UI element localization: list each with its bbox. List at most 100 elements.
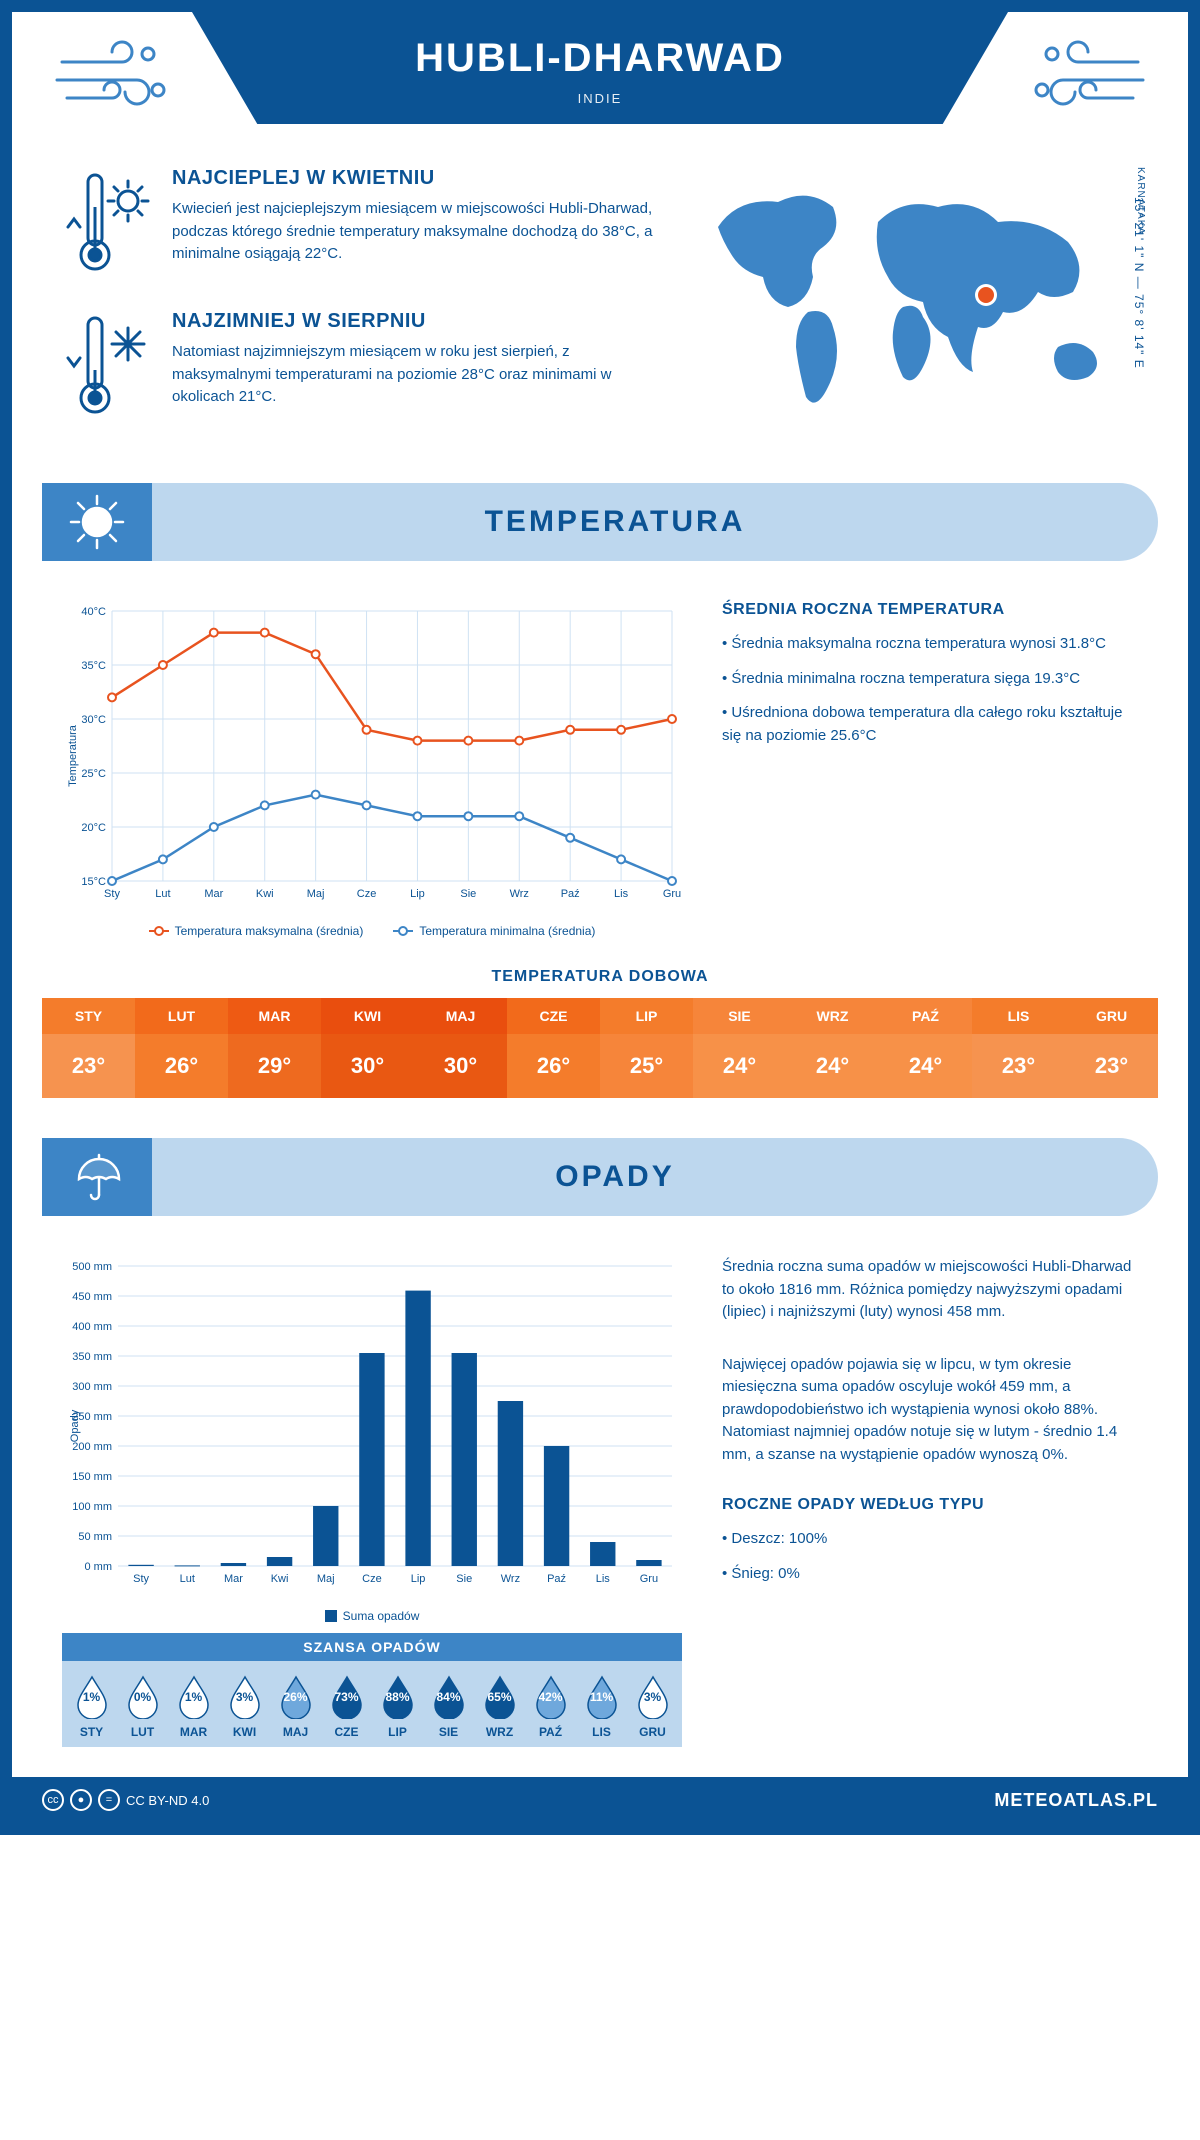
svg-text:500 mm: 500 mm xyxy=(72,1261,112,1273)
svg-text:100 mm: 100 mm xyxy=(72,1501,112,1513)
svg-text:Sty: Sty xyxy=(104,888,120,900)
svg-text:Maj: Maj xyxy=(307,888,325,900)
precip-type-bullet-1: • Deszcz: 100% xyxy=(722,1528,1138,1551)
thermometer-snow-icon xyxy=(62,310,152,425)
chance-col: 42% PAŹ xyxy=(525,1675,576,1739)
svg-text:Opady: Opady xyxy=(69,1409,81,1442)
umbrella-icon xyxy=(42,1138,152,1216)
daily-temp-col: KWI30° xyxy=(321,998,414,1098)
svg-text:Sty: Sty xyxy=(133,1573,149,1585)
precip-chance-title: SZANSA OPADÓW xyxy=(62,1633,682,1661)
precipitation-heading: OPADY xyxy=(152,1160,1158,1194)
chance-col: 65% WRZ xyxy=(474,1675,525,1739)
svg-text:Wrz: Wrz xyxy=(501,1573,520,1585)
wind-icon-left xyxy=(52,22,192,127)
svg-text:450 mm: 450 mm xyxy=(72,1291,112,1303)
wind-icon-right xyxy=(1008,22,1148,127)
header: HUBLI-DHARWAD INDIE xyxy=(12,12,1188,127)
warmest-text: Kwiecień jest najcieplejszym miesiącem w… xyxy=(172,198,668,266)
svg-text:20°C: 20°C xyxy=(81,822,106,834)
svg-text:Lut: Lut xyxy=(180,1573,195,1585)
svg-text:Lut: Lut xyxy=(155,888,170,900)
chance-col: 26% MAJ xyxy=(270,1675,321,1739)
svg-text:150 mm: 150 mm xyxy=(72,1471,112,1483)
avg-temp-bullet-3: • Uśredniona dobowa temperatura dla całe… xyxy=(722,702,1138,747)
country-subtitle: INDIE xyxy=(192,91,1008,106)
daily-temp-col: SIE24° xyxy=(693,998,786,1098)
chance-col: 1% MAR xyxy=(168,1675,219,1739)
title-banner: HUBLI-DHARWAD INDIE xyxy=(192,12,1008,124)
svg-text:35°C: 35°C xyxy=(81,660,106,672)
svg-text:Gru: Gru xyxy=(640,1573,658,1585)
daily-temp-col: STY23° xyxy=(42,998,135,1098)
daily-temp-col: WRZ24° xyxy=(786,998,879,1098)
chance-col: 88% LIP xyxy=(372,1675,423,1739)
nd-icon: = xyxy=(98,1789,120,1811)
license-badges: cc ● = CC BY-ND 4.0 xyxy=(42,1789,209,1811)
daily-temp-col: LIS23° xyxy=(972,998,1065,1098)
legend-precip-label: Suma opadów xyxy=(343,1609,420,1623)
svg-text:Wrz: Wrz xyxy=(510,888,529,900)
map-column: KARNATAKA 15° 21' 1" N — 75° 8' 14" E xyxy=(698,167,1138,453)
legend-max-label: Temperatura maksymalna (średnia) xyxy=(175,924,364,938)
avg-temp-bullet-2: • Średnia minimalna roczna temperatura s… xyxy=(722,668,1138,691)
precip-type-bullet-2: • Śnieg: 0% xyxy=(722,1563,1138,1586)
svg-text:50 mm: 50 mm xyxy=(78,1531,112,1543)
precipitation-bar-chart: 0 mm50 mm100 mm150 mm200 mm250 mm300 mm3… xyxy=(62,1256,682,1596)
chance-col: 0% LUT xyxy=(117,1675,168,1739)
chance-col: 84% SIE xyxy=(423,1675,474,1739)
svg-text:Sie: Sie xyxy=(456,1573,472,1585)
svg-text:Kwi: Kwi xyxy=(256,888,274,900)
chance-col: 73% CZE xyxy=(321,1675,372,1739)
precip-chance-panel: SZANSA OPADÓW 1% STY 0% LUT 1% MAR 3% KW… xyxy=(62,1633,682,1747)
precipitation-info: Średnia roczna suma opadów w miejscowośc… xyxy=(722,1256,1138,1623)
city-title: HUBLI-DHARWAD xyxy=(192,36,1008,81)
daily-temp-col: MAJ30° xyxy=(414,998,507,1098)
svg-text:Sie: Sie xyxy=(460,888,476,900)
precip-paragraph-1: Średnia roczna suma opadów w miejscowośc… xyxy=(722,1256,1138,1324)
daily-temp-col: CZE26° xyxy=(507,998,600,1098)
facts-column: NAJCIEPLEJ W KWIETNIU Kwiecień jest najc… xyxy=(62,167,668,453)
precip-chart-legend: Suma opadów xyxy=(62,1609,682,1623)
coldest-text: Natomiast najzimniejszym miesiącem w rok… xyxy=(172,341,668,409)
svg-text:Kwi: Kwi xyxy=(271,1573,289,1585)
thermometer-sun-icon xyxy=(62,167,152,282)
cc-icon: cc xyxy=(42,1789,64,1811)
svg-text:Gru: Gru xyxy=(663,888,681,900)
temperature-section-header: TEMPERATURA xyxy=(42,483,1158,561)
svg-text:15°C: 15°C xyxy=(81,876,106,888)
chance-col: 3% KWI xyxy=(219,1675,270,1739)
svg-text:Lip: Lip xyxy=(411,1573,426,1585)
svg-text:Maj: Maj xyxy=(317,1573,335,1585)
daily-temp-col: LUT26° xyxy=(135,998,228,1098)
temperature-line-chart: 15°C20°C25°C30°C35°C40°CStyLutMarKwiMajC… xyxy=(62,601,682,911)
daily-temp-col: PAŹ24° xyxy=(879,998,972,1098)
svg-text:Mar: Mar xyxy=(204,888,223,900)
sun-icon xyxy=(42,483,152,561)
chance-col: 11% LIS xyxy=(576,1675,627,1739)
svg-text:Lip: Lip xyxy=(410,888,425,900)
precip-paragraph-2: Najwięcej opadów pojawia się w lipcu, w … xyxy=(722,1354,1138,1467)
svg-text:Temperatura: Temperatura xyxy=(67,724,79,787)
coldest-fact: NAJZIMNIEJ W SIERPNIU Natomiast najzimni… xyxy=(62,310,668,425)
svg-text:Lis: Lis xyxy=(596,1573,611,1585)
precip-type-title: ROCZNE OPADY WEDŁUG TYPU xyxy=(722,1496,1138,1514)
daily-temp-title: TEMPERATURA DOBOWA xyxy=(12,968,1188,986)
warmest-title: NAJCIEPLEJ W KWIETNIU xyxy=(172,167,668,190)
temp-chart-legend: Temperatura maksymalna (średnia) Tempera… xyxy=(62,924,682,938)
footer: cc ● = CC BY-ND 4.0 METEOATLAS.PL xyxy=(12,1777,1188,1823)
site-name: METEOATLAS.PL xyxy=(994,1790,1158,1811)
svg-text:Paź: Paź xyxy=(561,888,580,900)
daily-temp-col: MAR29° xyxy=(228,998,321,1098)
svg-text:400 mm: 400 mm xyxy=(72,1321,112,1333)
world-map-icon xyxy=(698,167,1138,427)
coords-label: 15° 21' 1" N — 75° 8' 14" E xyxy=(1132,197,1146,369)
avg-temp-bullet-1: • Średnia maksymalna roczna temperatura … xyxy=(722,633,1138,656)
chance-col: 1% STY xyxy=(66,1675,117,1739)
temperature-info: ŚREDNIA ROCZNA TEMPERATURA • Średnia mak… xyxy=(722,601,1138,938)
svg-text:Paź: Paź xyxy=(547,1573,566,1585)
temperature-heading: TEMPERATURA xyxy=(152,505,1158,539)
chance-col: 3% GRU xyxy=(627,1675,678,1739)
svg-text:Mar: Mar xyxy=(224,1573,243,1585)
svg-text:Cze: Cze xyxy=(357,888,377,900)
